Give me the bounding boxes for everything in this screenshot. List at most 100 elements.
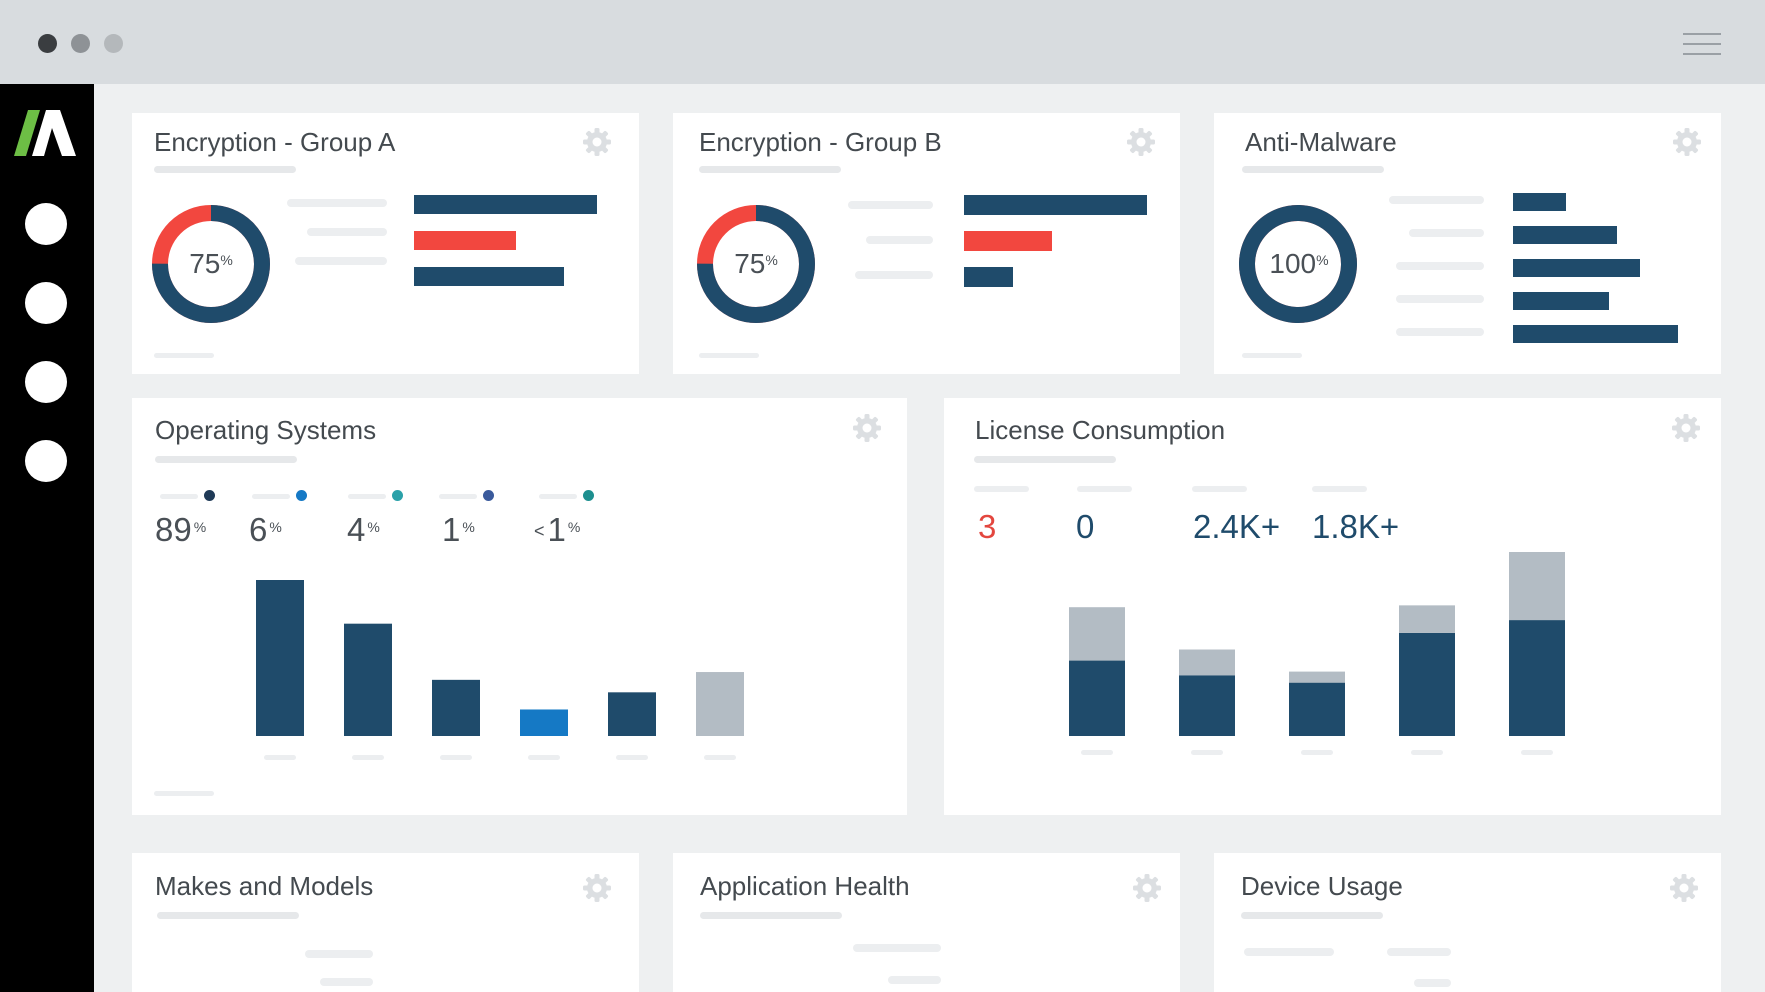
footer-placeholder — [154, 791, 214, 796]
card-license-consumption: License Consumption 3 0 2.4K+ 1.8K+ — [944, 398, 1721, 815]
os-stat-value: 89 — [155, 511, 192, 548]
horizontal-bar — [1513, 259, 1640, 277]
sidebar-nav-item-4[interactable] — [25, 440, 67, 482]
license-bar-segment — [1399, 605, 1455, 633]
gear-icon[interactable] — [1669, 873, 1699, 903]
license-bar-segment — [1179, 675, 1235, 736]
gear-icon[interactable] — [852, 413, 882, 443]
donut-value: 100% — [1239, 248, 1359, 280]
x-tick-placeholder — [1081, 750, 1113, 755]
label-placeholder — [1077, 486, 1132, 492]
license-stat: 1.8K+ — [1312, 508, 1400, 545]
card-device-usage: Device Usage — [1214, 853, 1721, 992]
x-tick-placeholder — [352, 755, 384, 760]
title-underline — [700, 912, 842, 919]
card-title: License Consumption — [975, 415, 1226, 445]
sidebar-nav-item-1[interactable] — [25, 203, 67, 245]
sidebar-nav-item-2[interactable] — [25, 282, 67, 324]
os-stat-value: 6 — [249, 511, 268, 548]
os-stat: 1% — [442, 511, 475, 549]
os-stat-prefix: < — [534, 521, 545, 541]
donut-progress-arc — [1239, 205, 1357, 323]
content-placeholder — [320, 978, 373, 986]
donut-progress-arc — [697, 205, 815, 323]
card-encryption-group-b: Encryption - Group B 75% — [673, 113, 1180, 374]
card-encryption-group-a: Encryption - Group A 75% — [132, 113, 639, 374]
os-bar — [432, 679, 480, 736]
gear-icon[interactable] — [1672, 127, 1702, 157]
sidebar-nav-item-3[interactable] — [25, 361, 67, 403]
label-placeholder — [855, 271, 933, 279]
os-stat: 89% — [155, 511, 206, 549]
legend-dot — [583, 490, 594, 501]
gear-icon[interactable] — [1126, 127, 1156, 157]
horizontal-bar — [964, 267, 1013, 287]
title-underline — [974, 456, 1116, 463]
license-stat: 2.4K+ — [1193, 508, 1281, 545]
x-tick-placeholder — [1301, 750, 1333, 755]
footer-placeholder — [1242, 353, 1302, 358]
license-bar-segment — [1289, 671, 1345, 683]
horizontal-bar — [414, 195, 597, 214]
content-placeholder — [1387, 948, 1451, 956]
os-stat-value: 1 — [442, 511, 461, 548]
title-underline — [699, 166, 841, 173]
horizontal-bar — [964, 195, 1147, 215]
os-stat-value: 4 — [347, 511, 366, 548]
window-close-button[interactable] — [38, 34, 57, 53]
donut-chart — [152, 205, 270, 323]
title-underline — [1241, 912, 1383, 919]
gear-icon[interactable] — [582, 873, 612, 903]
os-stat: 4% — [347, 511, 380, 549]
x-tick-placeholder — [440, 755, 472, 760]
label-placeholder — [1396, 328, 1484, 336]
card-makes-and-models: Makes and Models — [132, 853, 639, 992]
footer-placeholder — [699, 353, 759, 358]
donut-value-number: 75 — [734, 248, 766, 279]
os-stat: 6% — [249, 511, 282, 549]
os-bar — [256, 580, 304, 736]
x-tick-placeholder — [704, 755, 736, 760]
window-titlebar — [0, 0, 1765, 84]
window-maximize-button[interactable] — [104, 34, 123, 53]
hamburger-menu-icon[interactable] — [1683, 33, 1721, 55]
os-stat-value: 1 — [547, 511, 566, 548]
os-bar — [608, 692, 656, 736]
label-placeholder — [1409, 229, 1484, 237]
donut-value: 75% — [696, 248, 816, 280]
license-bar-segment — [1289, 682, 1345, 736]
label-placeholder — [1389, 196, 1484, 204]
horizontal-bar — [1513, 292, 1609, 310]
horizontal-bar — [1513, 193, 1566, 211]
label-placeholder — [295, 257, 387, 265]
donut-value-unit: % — [1316, 252, 1329, 268]
donut-value-unit: % — [765, 252, 778, 268]
x-tick-placeholder — [1521, 750, 1553, 755]
label-placeholder — [1312, 486, 1367, 492]
gear-icon[interactable] — [1671, 413, 1701, 443]
horizontal-bar — [1513, 325, 1678, 343]
content-placeholder — [305, 950, 373, 958]
os-bar-chart — [256, 580, 744, 760]
license-stacked-bar-chart — [1069, 552, 1565, 755]
window-minimize-button[interactable] — [71, 34, 90, 53]
content-placeholder — [1414, 979, 1451, 987]
horizontal-bar — [964, 231, 1052, 251]
donut-value-number: 75 — [189, 248, 221, 279]
label-placeholder — [287, 199, 387, 207]
os-bar — [344, 623, 392, 736]
donut-value-number: 100 — [1269, 248, 1317, 279]
x-tick-placeholder — [1411, 750, 1443, 755]
gear-icon[interactable] — [582, 127, 612, 157]
x-tick-placeholder — [1191, 750, 1223, 755]
gear-icon[interactable] — [1132, 873, 1162, 903]
donut-chart — [1239, 205, 1357, 323]
license-bar-segment — [1069, 660, 1125, 736]
donut-chart — [697, 205, 815, 323]
label-placeholder — [1192, 486, 1247, 492]
donut-value: 75% — [151, 248, 271, 280]
brand-logo[interactable] — [14, 110, 78, 156]
x-tick-placeholder — [264, 755, 296, 760]
x-tick-placeholder — [616, 755, 648, 760]
x-tick-placeholder — [528, 755, 560, 760]
